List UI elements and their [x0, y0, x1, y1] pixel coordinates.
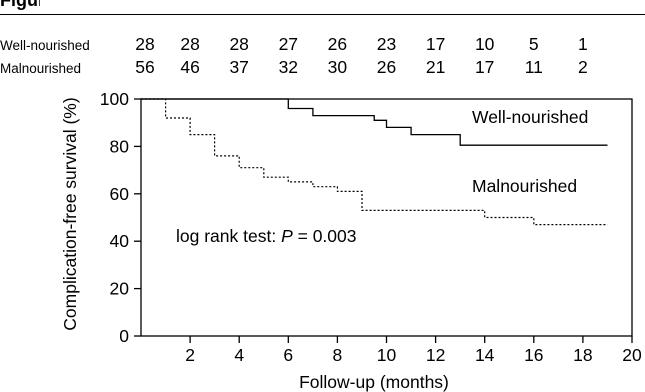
series-label-well-nourished: Well-nourished — [472, 107, 588, 127]
x-tick-label: 16 — [524, 345, 543, 365]
risk-count: 30 — [328, 57, 348, 77]
series-line-well-nourished — [141, 98, 608, 146]
risk-count: 27 — [279, 34, 298, 54]
series-line-malnourished — [141, 98, 608, 226]
y-tick-label: 80 — [110, 136, 130, 156]
log-rank-prefix: log rank test: — [176, 226, 281, 246]
x-tick-label: 2 — [185, 345, 195, 365]
risk-count: 17 — [426, 34, 445, 54]
x-tick-label: 6 — [283, 345, 293, 365]
x-tick-label: 20 — [622, 345, 642, 365]
y-axis-title: Complication-free survival (%) — [60, 97, 80, 330]
y-tick-label: 20 — [110, 279, 130, 299]
risk-count: 28 — [229, 34, 248, 54]
risk-count: 10 — [475, 34, 495, 54]
x-tick-label: 10 — [377, 345, 397, 365]
risk-count: 21 — [426, 57, 445, 77]
risk-count: 23 — [377, 34, 396, 54]
risk-count: 28 — [180, 34, 199, 54]
x-axis-title: Follow-up (months) — [299, 372, 449, 392]
x-tick-label: 8 — [333, 345, 343, 365]
risk-count: 2 — [578, 57, 588, 77]
series-lines — [141, 98, 608, 226]
risk-row-label: Malnourished — [0, 61, 81, 76]
figure-label: Figure — [0, 0, 40, 10]
risk-row-label: Well-nourished — [0, 38, 90, 53]
x-tick-label: 18 — [573, 345, 592, 365]
risk-count: 46 — [180, 57, 199, 77]
risk-count: 5 — [529, 34, 539, 54]
risk-count: 11 — [525, 57, 543, 77]
x-tick-label: 14 — [475, 345, 495, 365]
log-rank-value: = 0.003 — [293, 226, 357, 246]
series-label-malnourished: Malnourished — [472, 176, 577, 196]
risk-count: 32 — [279, 57, 298, 77]
y-tick-label: 60 — [110, 184, 130, 204]
x-tick-label: 4 — [234, 345, 244, 365]
risk-count: 28 — [135, 34, 154, 54]
risk-count: 37 — [229, 57, 248, 77]
log-rank-annotation: log rank test: P = 0.003 — [176, 226, 357, 246]
risk-count: 26 — [328, 34, 347, 54]
risk-count: 17 — [475, 57, 494, 77]
figure-top-rule — [0, 14, 645, 15]
x-tick-label: 12 — [426, 345, 445, 365]
y-tick-label: 40 — [110, 231, 130, 251]
y-axis: 0 20 40 60 80 100 — [100, 89, 141, 346]
y-tick-label: 100 — [100, 89, 129, 109]
risk-count: 56 — [135, 57, 154, 77]
y-tick-label: 0 — [119, 326, 129, 346]
x-axis: 2 4 6 8 10 12 14 16 18 20 — [185, 336, 642, 365]
risk-count: 1 — [578, 34, 588, 54]
log-rank-p-symbol: P — [281, 226, 293, 246]
risk-count: 26 — [377, 57, 396, 77]
risk-table: Well-nourished 28 28 28 27 26 23 17 10 5 1 Malnouri… — [0, 34, 588, 77]
